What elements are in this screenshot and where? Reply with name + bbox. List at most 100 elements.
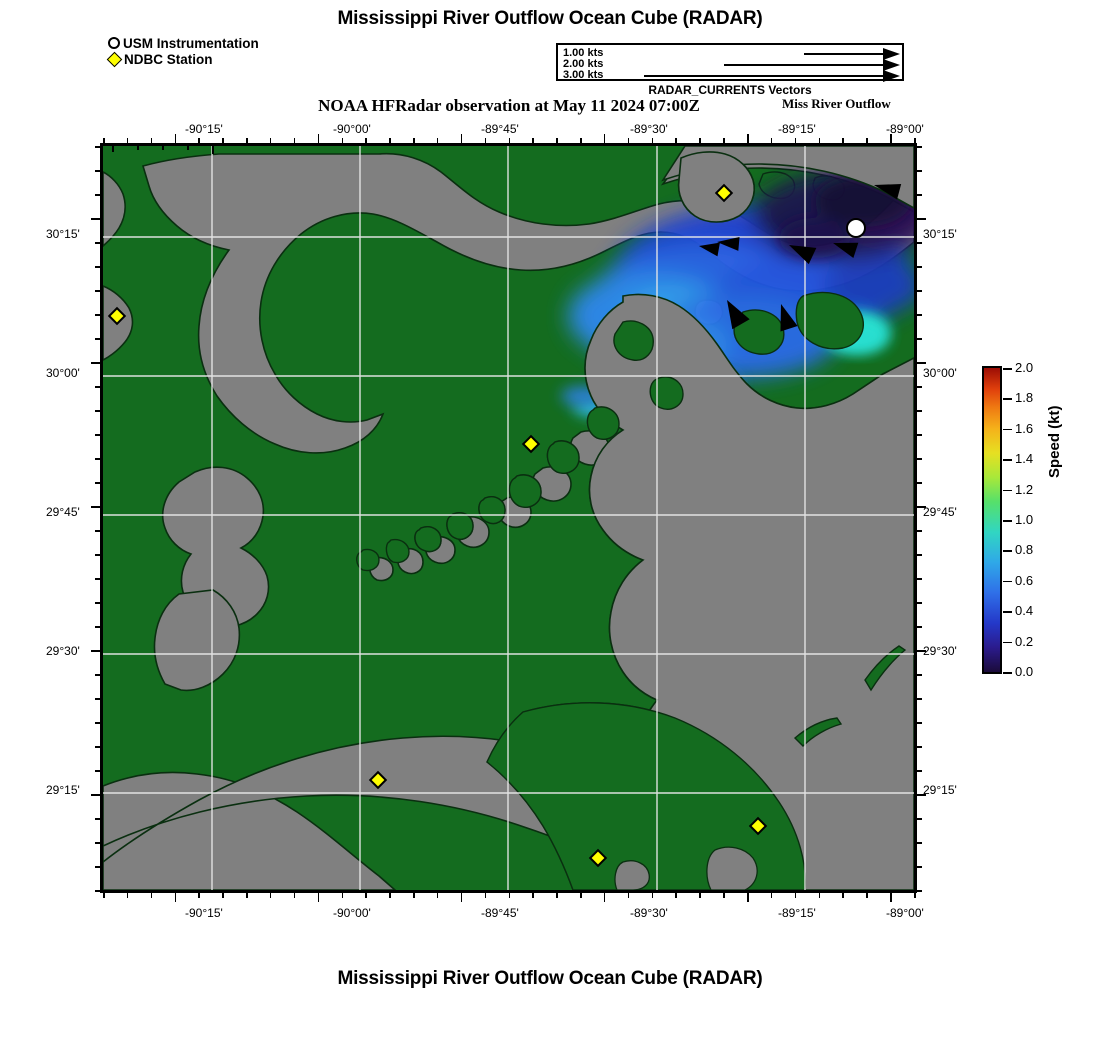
- axis-tick-top: [112, 146, 114, 152]
- station-marker-layer: [107, 183, 866, 868]
- marker-legend: USM Instrumentation NDBC Station: [106, 35, 259, 67]
- colorbar-tick: [1003, 672, 1012, 674]
- axis-tick-top: [212, 146, 214, 154]
- colorbar-tick: [1003, 641, 1012, 644]
- axis-tick: [341, 893, 344, 898]
- open-circle-marker-icon: [108, 37, 120, 49]
- axis-tick: [917, 338, 922, 340]
- axis-tick: [917, 602, 922, 604]
- x-axis-label-bottom-1: -90°15': [185, 906, 223, 920]
- axis-tick: [747, 134, 749, 143]
- y-axis-label-left-4: 29°30': [46, 644, 80, 658]
- axis-tick: [317, 893, 320, 902]
- axis-tick: [917, 842, 922, 844]
- y-axis-label-right-2: 30°00': [923, 366, 957, 380]
- axis-tick: [917, 722, 922, 724]
- axis-tick: [917, 218, 926, 220]
- axis-tick: [917, 362, 926, 364]
- axis-tick: [699, 893, 701, 898]
- axis-tick: [866, 893, 868, 898]
- x-axis-label-bottom-5: -89°15': [778, 906, 816, 920]
- vector-scale-line-3: [644, 75, 884, 77]
- axis-tick: [91, 650, 100, 652]
- axis-tick: [914, 893, 916, 898]
- y-axis-label-right-5: 29°15': [923, 783, 957, 797]
- colorbar-tick: [1003, 368, 1012, 370]
- map-canvas[interactable]: [103, 146, 914, 890]
- colorbar-tick-label: 1.8: [1015, 390, 1034, 406]
- axis-tick: [917, 194, 922, 196]
- axis-tick-top: [162, 146, 164, 150]
- map-plot-area[interactable]: [100, 143, 917, 893]
- y-axis-label-left-1: 30°15': [46, 227, 80, 241]
- y-axis-label-right-1: 30°15': [923, 227, 957, 241]
- vector-scale-line-2: [724, 64, 884, 66]
- legend-label-usm: USM Instrumentation: [123, 35, 259, 51]
- axis-tick: [126, 893, 129, 898]
- axis-tick: [508, 893, 510, 898]
- axis-tick: [818, 893, 821, 898]
- colorbar-tick: [1003, 520, 1012, 522]
- colorbar-tick-label: 0.0: [1015, 664, 1034, 679]
- axis-tick: [484, 893, 487, 898]
- yellow-diamond-marker-icon: [106, 51, 123, 67]
- vector-scale-row-3: 3.00 kts: [558, 69, 902, 82]
- vector-arrowhead-3: [883, 69, 900, 82]
- colorbar-tick-label: 0.2: [1015, 633, 1034, 649]
- y-axis-label-left-5: 29°15': [46, 783, 80, 797]
- axis-tick: [917, 146, 922, 148]
- colorbar-tick-label: 0.6: [1015, 572, 1034, 588]
- axis-tick: [317, 134, 320, 143]
- axis-tick: [413, 893, 415, 898]
- ndbc-station-marker: [107, 183, 768, 868]
- axis-tick: [890, 893, 892, 902]
- vector-legend-caption: RADAR_CURRENTS Vectors: [648, 83, 812, 97]
- colorbar-tick: [1003, 550, 1012, 552]
- bottom-title: Mississippi River Outflow Ocean Cube (RA…: [337, 968, 763, 989]
- vector-arrowhead-1: [883, 47, 900, 60]
- colorbar-tick-label: 1.4: [1015, 451, 1034, 467]
- y-axis-label-left-2: 30°00': [46, 366, 80, 380]
- axis-tick: [917, 866, 922, 868]
- vector-scale-label-2: 2.00 kts: [563, 58, 604, 70]
- axis-tick: [580, 893, 582, 898]
- axis-tick: [917, 434, 922, 436]
- usm-instrumentation-marker: [846, 218, 866, 238]
- colorbar-tick: [1003, 398, 1012, 400]
- axis-tick: [770, 893, 773, 898]
- colorbar-tick: [1003, 489, 1012, 492]
- axis-tick: [917, 290, 922, 292]
- colorbar-tick: [1003, 428, 1012, 431]
- vector-scale-row-1: 1.00 kts: [558, 47, 902, 60]
- axis-tick: [174, 893, 177, 902]
- axis-tick: [917, 458, 922, 460]
- axis-tick: [747, 893, 749, 902]
- colorbar-tick: [1003, 611, 1012, 613]
- axis-tick: [389, 893, 391, 898]
- x-axis-label-top-6: -89°00': [886, 122, 924, 136]
- x-axis-label-bottom-6: -89°00': [886, 906, 924, 920]
- axis-tick: [917, 554, 922, 556]
- axis-tick: [794, 893, 797, 898]
- axis-tick: [675, 893, 677, 898]
- axis-tick: [222, 893, 224, 898]
- colorbar-gradient: [982, 366, 1002, 674]
- axis-tick: [198, 893, 200, 898]
- y-axis-label-right-4: 29°30': [923, 644, 957, 658]
- axis-tick: [917, 626, 922, 628]
- map-subtitle: NOAA HFRadar observation at May 11 2024 …: [318, 96, 700, 115]
- axis-tick: [532, 893, 534, 898]
- axis-tick: [246, 893, 248, 898]
- axis-tick: [91, 794, 100, 796]
- axis-tick: [556, 893, 558, 898]
- axis-tick: [460, 134, 463, 143]
- axis-tick: [91, 506, 100, 508]
- axis-tick: [603, 893, 606, 902]
- axis-tick: [269, 893, 272, 898]
- legend-item-usm: USM Instrumentation: [108, 35, 259, 51]
- axis-tick: [651, 893, 654, 898]
- axis-tick: [91, 362, 100, 364]
- axis-tick: [917, 170, 922, 172]
- x-axis-label-bottom-4: -89°30': [630, 906, 668, 920]
- vector-scale-row-2: 2.00 kts: [558, 58, 902, 71]
